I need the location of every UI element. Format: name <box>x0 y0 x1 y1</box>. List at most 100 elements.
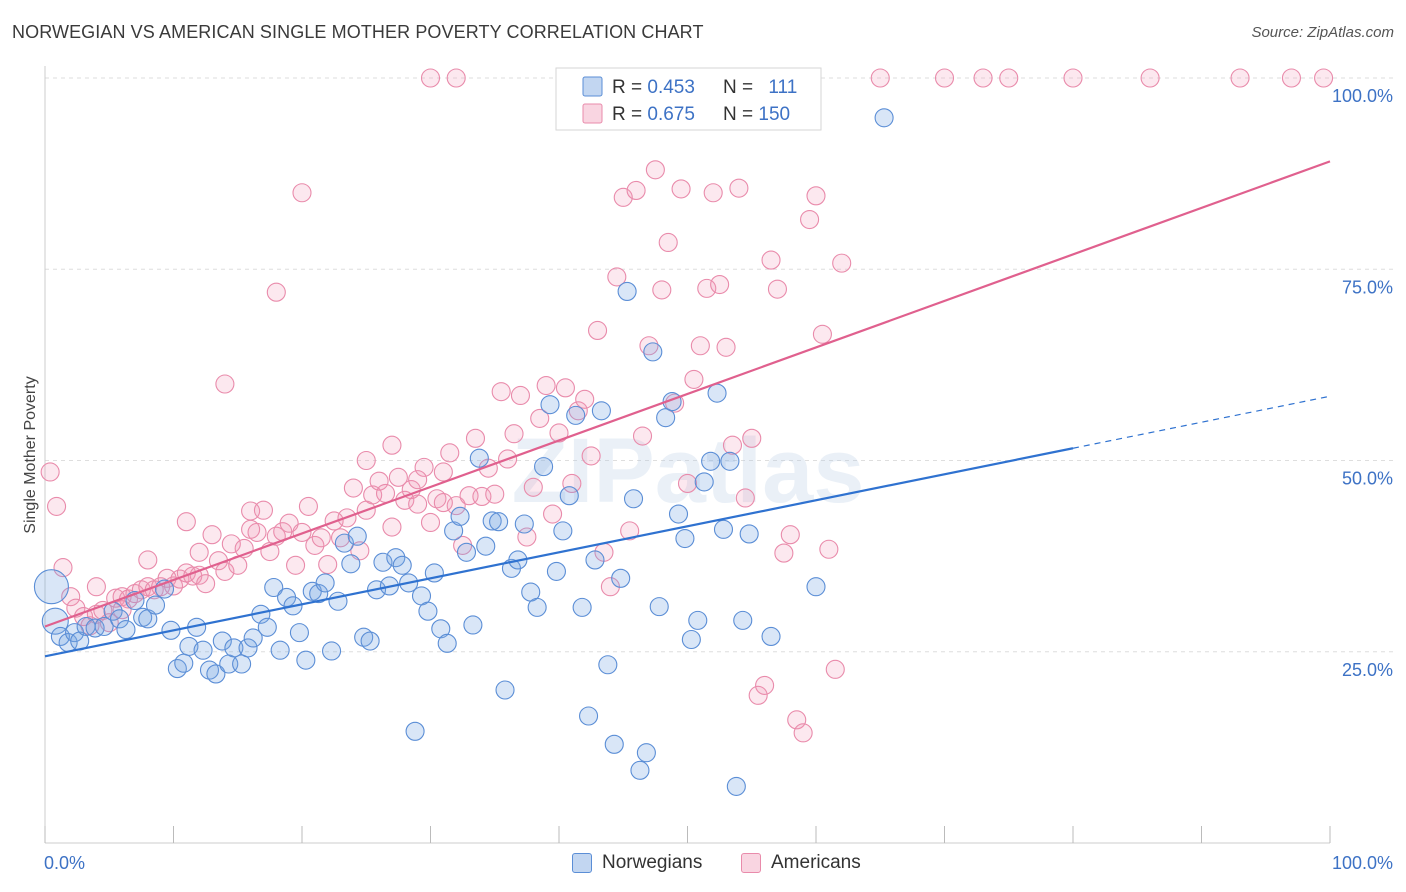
american-point <box>93 600 113 620</box>
american-point <box>196 574 216 594</box>
legend-n-label-2: N = <box>723 104 758 125</box>
american-point <box>292 183 312 203</box>
norwegian-point <box>309 584 329 604</box>
norwegian-point <box>463 615 483 635</box>
norwegian-point <box>224 638 244 658</box>
american-point <box>645 160 665 180</box>
norwegian-trend-line <box>44 447 1074 658</box>
legend-label-americans: Americans <box>771 852 861 873</box>
norwegian-point <box>347 526 367 546</box>
american-point <box>632 426 653 446</box>
american-point <box>189 542 209 562</box>
source-label: Source: ZipAtlas.com <box>1251 24 1394 41</box>
norwegian-point <box>33 569 69 605</box>
american-point <box>241 519 261 539</box>
american-point <box>536 375 556 396</box>
american-trend-line <box>44 160 1331 628</box>
chart-title: NORWEGIAN VS AMERICAN SINGLE MOTHER POVE… <box>12 22 704 42</box>
svg-text:N = 111: N = 111 <box>723 77 797 98</box>
norwegian-point <box>579 706 599 726</box>
x-tick-label: 0.0% <box>44 853 85 873</box>
norwegian-point <box>212 631 232 651</box>
norwegian-point <box>701 451 721 471</box>
norwegian-point <box>322 641 342 661</box>
american-point <box>369 471 389 491</box>
norwegian-point <box>392 555 412 575</box>
norwegian-point <box>386 548 406 568</box>
american-point <box>485 484 505 504</box>
norwegian-point <box>360 631 380 651</box>
norwegian-point <box>257 617 277 637</box>
american-point <box>221 534 241 554</box>
norwegian-point <box>450 506 470 526</box>
norwegian-point <box>713 519 734 539</box>
american-point <box>825 659 845 679</box>
norwegian-point <box>514 514 534 534</box>
norwegian-point <box>681 629 701 650</box>
norwegian-point <box>534 457 554 477</box>
american-point <box>832 253 852 273</box>
norwegian-point <box>456 542 477 562</box>
legend-item-americans: Americans <box>741 852 861 874</box>
norwegian-point <box>761 626 781 647</box>
norwegian-point <box>643 342 663 362</box>
american-point <box>215 374 235 394</box>
norwegian-point <box>636 743 656 763</box>
american-point <box>408 494 428 514</box>
legend-swatch-norwegians-bottom <box>572 853 592 873</box>
norwegian-point <box>559 486 579 506</box>
norwegian-point <box>572 597 592 617</box>
american-point <box>581 446 601 466</box>
norwegian-point <box>238 638 258 658</box>
norwegian-point <box>591 401 611 421</box>
norwegian-point <box>707 383 727 403</box>
grid-lines <box>45 77 1395 653</box>
american-point <box>47 496 67 516</box>
american-point <box>800 209 820 230</box>
norwegian-point <box>566 405 586 425</box>
american-point <box>652 280 672 300</box>
american-point <box>812 324 832 344</box>
american-point <box>440 443 460 463</box>
norwegian-point <box>694 472 714 492</box>
american-point <box>414 457 434 477</box>
american-point <box>677 473 698 494</box>
norwegian-point <box>527 597 547 617</box>
american-point <box>793 723 813 743</box>
american-point <box>420 512 441 533</box>
y-tick-labels: 25.0% 50.0% 75.0% 100.0% <box>1332 86 1393 680</box>
american-point <box>1230 68 1250 88</box>
norwegian-point <box>174 653 194 673</box>
american-point <box>53 558 73 578</box>
norwegian-point <box>289 623 309 643</box>
american-point <box>684 369 704 389</box>
y-axis-label: Single Mother Poverty <box>22 376 39 533</box>
norwegian-point <box>469 448 489 468</box>
american-point <box>780 525 800 545</box>
legend-r-value-1: 0.453 <box>647 77 695 98</box>
american-point <box>626 180 646 201</box>
norwegian-point <box>739 524 759 544</box>
norwegian-point <box>733 610 753 630</box>
american-point <box>607 267 627 287</box>
american-point <box>729 178 749 198</box>
norwegian-point <box>50 626 70 647</box>
american-point <box>549 423 569 443</box>
norwegian-point <box>675 528 695 549</box>
norwegian-point <box>243 628 263 648</box>
svg-text:R = 0.453: R = 0.453 <box>612 77 695 98</box>
norwegian-point <box>489 512 509 532</box>
norwegian-point <box>806 577 826 597</box>
american-point <box>658 232 678 253</box>
legend-n-label-1: N = <box>723 77 758 98</box>
american-point <box>748 685 768 705</box>
american-point <box>1063 68 1083 88</box>
american-point <box>690 336 710 356</box>
american-point <box>671 179 691 199</box>
legend-r-value-2: 0.675 <box>647 104 695 125</box>
american-point <box>735 488 755 508</box>
y-tick-label: 75.0% <box>1342 277 1393 297</box>
american-point <box>703 183 723 203</box>
norwegian-point <box>482 511 502 531</box>
legend-item-norwegians: Norwegians <box>572 852 702 874</box>
